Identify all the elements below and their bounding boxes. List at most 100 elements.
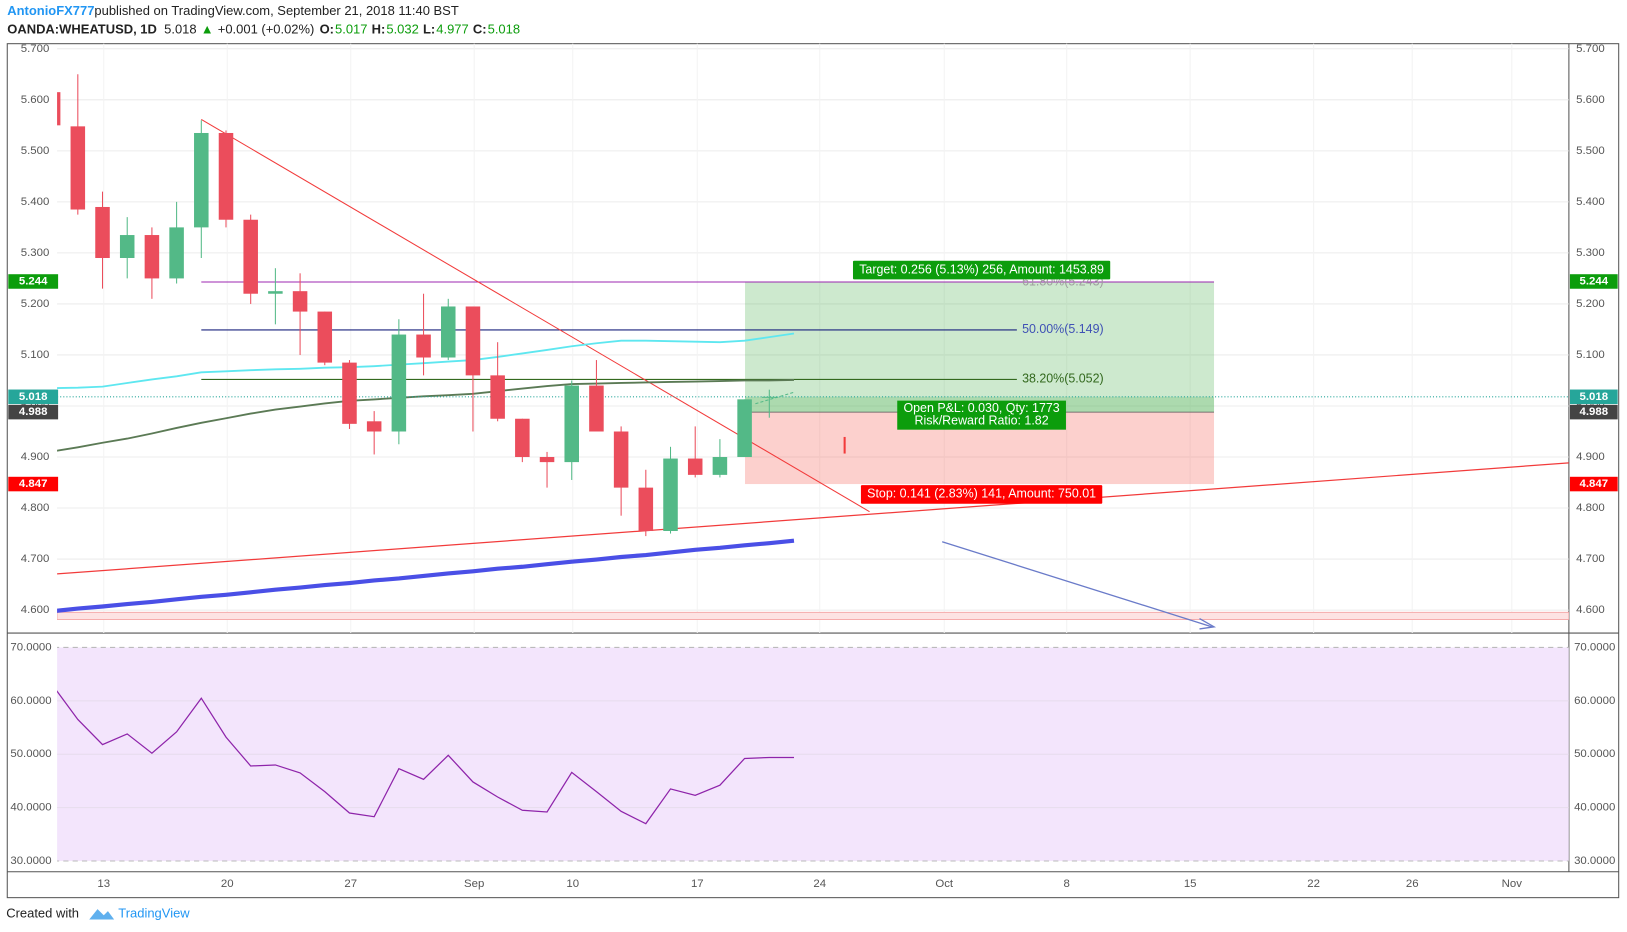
rsi-tick-label-right: 50.0000 bbox=[1574, 748, 1615, 760]
y-tick-label-right: 5.100 bbox=[1576, 349, 1605, 361]
candle-body bbox=[366, 421, 382, 432]
moving-average bbox=[57, 538, 795, 613]
low-label: L: bbox=[423, 22, 435, 37]
x-tick-label: Sep bbox=[464, 878, 484, 890]
y-tick-label-right: 5.200 bbox=[1576, 298, 1605, 310]
x-tick-label: 10 bbox=[566, 878, 579, 890]
candle-body bbox=[391, 334, 407, 432]
price-marker bbox=[1569, 476, 1618, 492]
candle-body bbox=[687, 458, 703, 475]
zone bbox=[57, 611, 1569, 620]
price-marker bbox=[1569, 389, 1618, 405]
candle-body bbox=[490, 375, 505, 419]
target-zone bbox=[745, 281, 1215, 413]
y-tick-label-right: 5.600 bbox=[1576, 94, 1605, 106]
high-label: H: bbox=[372, 22, 386, 37]
rsi-tick-label: 50.0000 bbox=[10, 748, 51, 760]
price-marker-label: 5.244 bbox=[19, 275, 48, 287]
brand[interactable]: TradingView bbox=[118, 906, 190, 921]
x-tick-label: 8 bbox=[1064, 878, 1070, 890]
y-tick-label-right: 4.600 bbox=[1576, 604, 1605, 616]
y-tick-label-right: 5.500 bbox=[1576, 145, 1605, 157]
candle-body bbox=[613, 431, 629, 488]
price-marker-label: 4.988 bbox=[19, 406, 48, 418]
candle-body bbox=[564, 385, 579, 463]
created-with: Created with bbox=[6, 906, 79, 921]
change-arrow: ▲ bbox=[201, 22, 214, 37]
candle-body bbox=[712, 457, 728, 475]
stop-label: Stop: 0.141 (2.83%) 141, Amount: 750.01 bbox=[860, 485, 1103, 504]
author[interactable]: AntonioFX777 bbox=[7, 3, 94, 18]
rsi-tick-label: 40.0000 bbox=[10, 802, 51, 814]
arrow-head bbox=[1199, 617, 1217, 630]
symbol-line: OANDA:WHEATUSD, 1D 5.018 ▲ +0.001 (+0.02… bbox=[7, 22, 520, 37]
y-tick-label: 4.800 bbox=[21, 502, 50, 514]
x-tick-label: 26 bbox=[1406, 878, 1419, 890]
target-label-text: Target: 0.256 (5.13%) 256, Amount: 1453.… bbox=[859, 262, 1104, 276]
y-tick-label-right: 4.700 bbox=[1576, 553, 1605, 565]
low: 4.977 bbox=[436, 22, 468, 37]
x-tick-label: 13 bbox=[97, 878, 110, 890]
price-marker bbox=[8, 274, 59, 289]
y-tick-label: 5.400 bbox=[21, 196, 50, 208]
last-price: 5.018 bbox=[164, 22, 196, 37]
stop-label-bg bbox=[860, 485, 1103, 504]
rsi-tick-label: 60.0000 bbox=[10, 695, 51, 707]
rsi-tick-label-right: 70.0000 bbox=[1574, 641, 1615, 653]
dashed-projection bbox=[755, 391, 794, 405]
price-marker-label: 5.018 bbox=[1580, 391, 1609, 403]
candle-body bbox=[589, 385, 604, 432]
moving-average bbox=[57, 379, 795, 452]
y-tick-label-right: 4.800 bbox=[1576, 502, 1605, 514]
rsi-tick-label-right: 60.0000 bbox=[1574, 695, 1615, 707]
pnl-bg bbox=[897, 400, 1066, 430]
rsi-tick-label-right: 30.0000 bbox=[1574, 855, 1615, 867]
y-tick-label: 5.700 bbox=[21, 43, 50, 55]
candle-body bbox=[144, 235, 160, 279]
x-tick-label: 20 bbox=[221, 878, 234, 890]
x-tick-label: 24 bbox=[813, 878, 826, 890]
candle-body bbox=[465, 306, 481, 376]
candle-body bbox=[638, 487, 654, 532]
stop-label-text: Stop: 0.141 (2.83%) 141, Amount: 750.01 bbox=[867, 487, 1096, 501]
candle-body bbox=[70, 126, 86, 210]
y-tick-label: 4.900 bbox=[21, 451, 50, 463]
candle-body bbox=[243, 219, 258, 294]
symbol: OANDA:WHEATUSD, 1D bbox=[7, 22, 157, 37]
y-tick-label-right: 5.400 bbox=[1576, 196, 1605, 208]
x-tick-label: 17 bbox=[691, 878, 704, 890]
rsi-line bbox=[57, 690, 794, 825]
y-tick-label-right: 4.900 bbox=[1576, 451, 1605, 463]
x-tick-label: 22 bbox=[1307, 878, 1320, 890]
close-label: C: bbox=[473, 22, 487, 37]
high: 5.032 bbox=[386, 22, 418, 37]
x-tick-label: Nov bbox=[1502, 878, 1523, 890]
arrow bbox=[941, 541, 1213, 628]
candle-body bbox=[515, 418, 530, 458]
candle-body bbox=[95, 206, 110, 259]
pnl-text: Open P&L: 0.030, Qty: 1773 bbox=[903, 401, 1059, 415]
rsi-tick-label: 70.0000 bbox=[10, 641, 51, 653]
x-tick-label: 15 bbox=[1184, 878, 1197, 890]
close: 5.018 bbox=[488, 22, 520, 37]
price-marker bbox=[8, 404, 59, 420]
candle-body bbox=[737, 399, 752, 458]
rsi-tick-label-right: 40.0000 bbox=[1574, 802, 1615, 814]
price-marker-label: 4.847 bbox=[19, 478, 48, 490]
price-marker-label: 4.988 bbox=[1580, 406, 1609, 418]
rsi-pane bbox=[57, 646, 1569, 862]
y-tick-label-right: 5.700 bbox=[1576, 43, 1605, 55]
trendline bbox=[201, 118, 870, 513]
candle-body bbox=[218, 132, 234, 220]
price-marker bbox=[8, 389, 59, 405]
open: 5.017 bbox=[335, 22, 367, 37]
candle-body bbox=[539, 457, 555, 463]
fib-label: 38.20%(5.052) bbox=[1022, 372, 1104, 386]
rsi-tick-label: 30.0000 bbox=[10, 855, 51, 867]
candle-body bbox=[57, 92, 61, 126]
y-tick-label: 5.600 bbox=[21, 94, 50, 106]
x-tick-label: Oct bbox=[935, 878, 954, 890]
published: published on TradingView.com, September … bbox=[94, 3, 458, 18]
